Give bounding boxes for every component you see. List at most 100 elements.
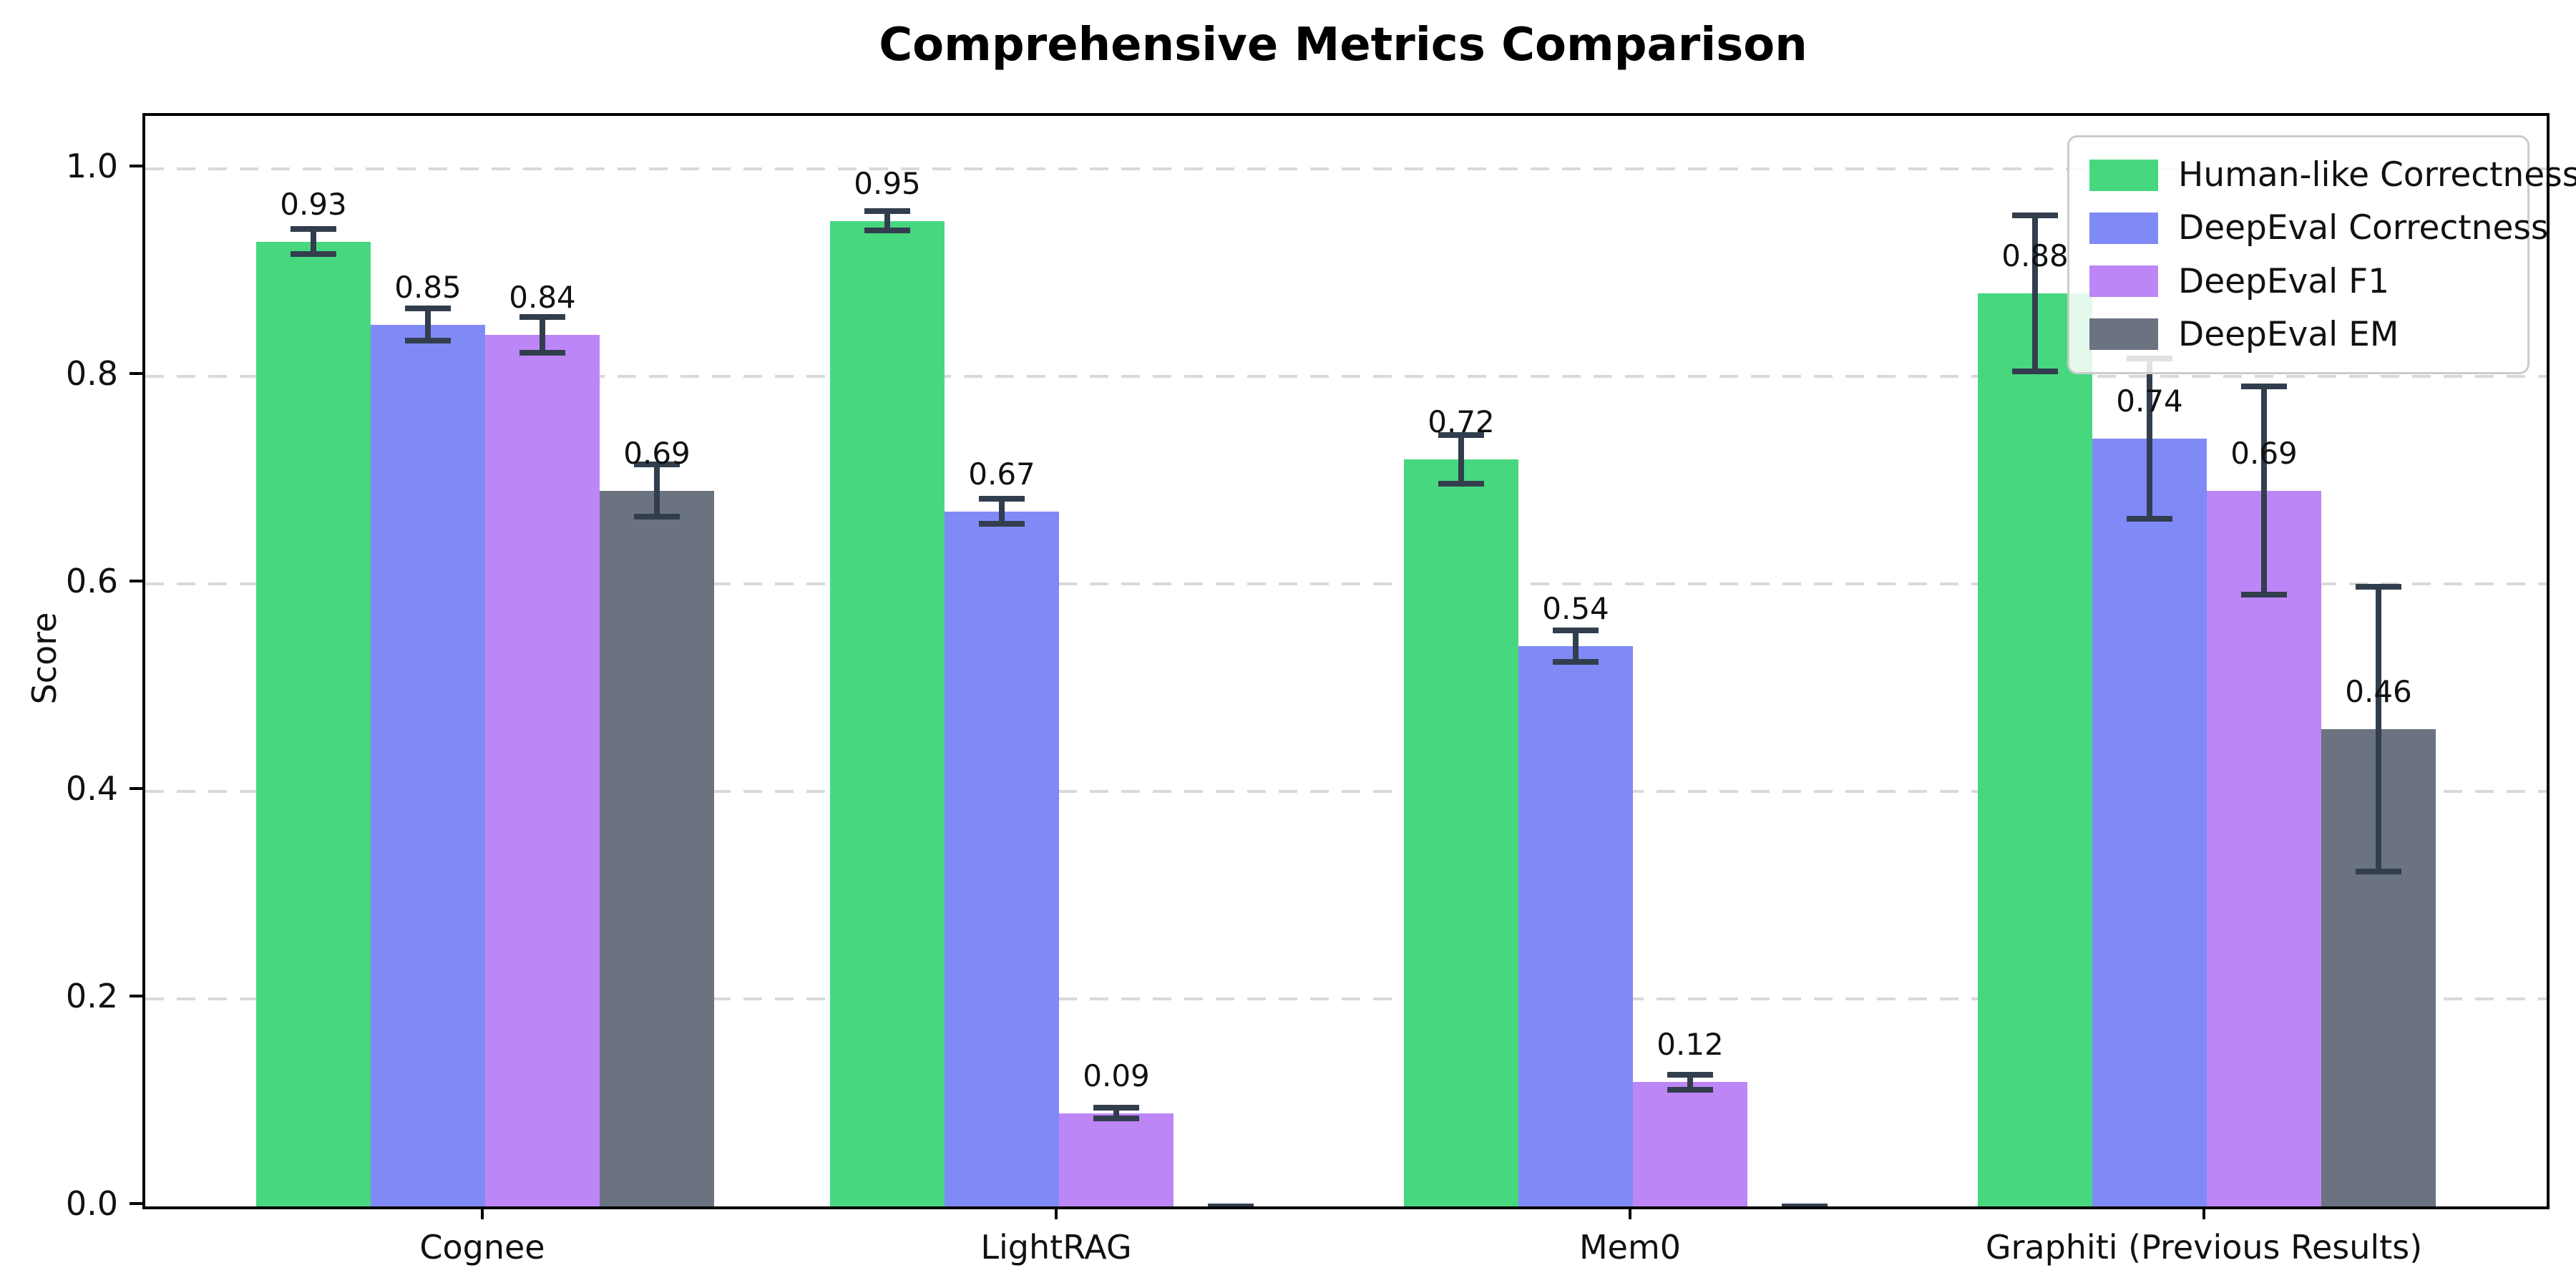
error-bar: [884, 208, 890, 233]
gridline: [145, 790, 2547, 793]
error-bar: [1687, 1071, 1693, 1093]
bar: [2092, 439, 2207, 1206]
bar-value-label: 0.88: [2001, 238, 2069, 273]
y-tick-mark: [130, 580, 142, 582]
error-bar-cap: [1208, 1204, 1254, 1206]
gridline: [145, 997, 2547, 1000]
error-bar-cap: [634, 514, 680, 520]
bar-value-label: 0.93: [280, 186, 347, 222]
bar: [945, 511, 1059, 1206]
bar-value-label: 0.95: [854, 165, 921, 201]
error-bar-cap: [1438, 480, 1484, 487]
bar-value-label: 0.69: [623, 435, 691, 471]
bar-value-label: 0.67: [968, 456, 1035, 492]
error-bar-cap: [2012, 369, 2058, 375]
y-tick-mark: [130, 1202, 142, 1205]
legend-label: Human-like Correctness: [2178, 155, 2576, 195]
bar: [485, 335, 600, 1206]
bar: [256, 241, 371, 1206]
y-tick-mark: [130, 165, 142, 167]
y-tick-mark: [130, 787, 142, 790]
error-bar: [2147, 356, 2152, 522]
y-tick-label: 1.0: [65, 147, 118, 185]
bar: [600, 490, 714, 1206]
bar-value-label: 0.12: [1657, 1027, 1724, 1062]
error-bar-cap: [1553, 659, 1599, 665]
x-tick-label: LightRAG: [980, 1228, 1132, 1267]
y-tick-mark: [130, 995, 142, 997]
error-bar-cap: [864, 208, 910, 215]
error-bar-cap: [2356, 869, 2401, 874]
error-bar-cap: [1093, 1104, 1139, 1111]
error-bar-cap: [2241, 591, 2287, 597]
y-tick-label: 0.8: [65, 354, 118, 393]
x-tick-label: Mem0: [1579, 1228, 1682, 1267]
x-tick-mark: [1629, 1206, 1631, 1219]
error-bar-cap: [1093, 1116, 1139, 1122]
error-bar-cap: [1553, 627, 1599, 633]
gridline: [145, 582, 2547, 585]
error-bar-cap: [1782, 1204, 1828, 1206]
bar: [1404, 459, 1518, 1206]
bar-value-label: 0.46: [2345, 674, 2412, 709]
gridline: [145, 375, 2547, 378]
x-tick-label: Graphiti (Previous Results): [1985, 1228, 2423, 1267]
chart-title: Comprehensive Metrics Comparison: [879, 19, 1807, 72]
error-bar: [311, 225, 316, 258]
legend-item: DeepEval Correctness: [2089, 208, 2548, 248]
bar: [1059, 1113, 1174, 1206]
error-bar-cap: [864, 227, 910, 233]
y-tick-label: 0.0: [65, 1184, 118, 1223]
legend-item: DeepEval F1: [2089, 262, 2527, 301]
bar: [2207, 490, 2321, 1206]
legend-label: DeepEval Correctness: [2178, 208, 2549, 248]
legend-swatch: [2089, 212, 2158, 244]
error-bar: [540, 314, 545, 356]
legend: Human-like Correctness DeepEval Correctne…: [2067, 135, 2576, 374]
bar-value-label: 0.74: [2116, 384, 2183, 419]
error-bar: [2261, 384, 2267, 597]
legend-swatch: [2089, 318, 2158, 351]
error-bar-cap: [291, 225, 336, 232]
legend-item: Human-like Correctness: [2089, 155, 2576, 195]
y-tick-mark: [130, 372, 142, 375]
legend-item: DeepEval EM: [2089, 315, 2527, 354]
error-bar-cap: [979, 521, 1025, 527]
error-bar-cap: [1438, 432, 1484, 439]
x-tick-mark: [1055, 1206, 1058, 1219]
bar-value-label: 0.84: [509, 280, 576, 315]
error-bar-cap: [634, 461, 680, 467]
error-bar: [654, 461, 660, 520]
error-bar: [2376, 584, 2381, 874]
error-bar-cap: [405, 306, 451, 312]
error-bar-cap: [979, 495, 1025, 502]
x-tick-label: Cognee: [419, 1228, 545, 1267]
y-tick-label: 0.4: [65, 769, 118, 808]
bar: [830, 220, 945, 1206]
error-bar: [425, 306, 431, 343]
legend-swatch: [2089, 159, 2158, 191]
error-bar: [2032, 212, 2038, 375]
legend-label: DeepEval EM: [2178, 314, 2399, 354]
legend-label: DeepEval F1: [2178, 261, 2390, 301]
bar-value-label: 0.72: [1428, 404, 1495, 439]
legend-swatch: [2089, 265, 2158, 298]
error-bar-cap: [2012, 212, 2058, 218]
bar: [1518, 646, 1633, 1206]
error-bar-cap: [519, 314, 565, 320]
error-bar: [999, 495, 1005, 527]
x-tick-mark: [481, 1206, 484, 1219]
error-bar-cap: [2241, 384, 2287, 390]
error-bar-cap: [2127, 516, 2172, 522]
y-axis-title: Score: [25, 612, 64, 705]
error-bar: [1573, 627, 1579, 665]
y-tick-label: 0.6: [65, 562, 118, 600]
bar: [1633, 1082, 1747, 1206]
error-bar: [1113, 1104, 1119, 1122]
error-bar-cap: [2356, 584, 2401, 590]
error-bar-cap: [519, 350, 565, 356]
error-bar: [1458, 432, 1464, 487]
error-bar-cap: [1667, 1086, 1713, 1093]
bar-value-label: 0.85: [394, 269, 462, 305]
bar: [371, 324, 485, 1206]
